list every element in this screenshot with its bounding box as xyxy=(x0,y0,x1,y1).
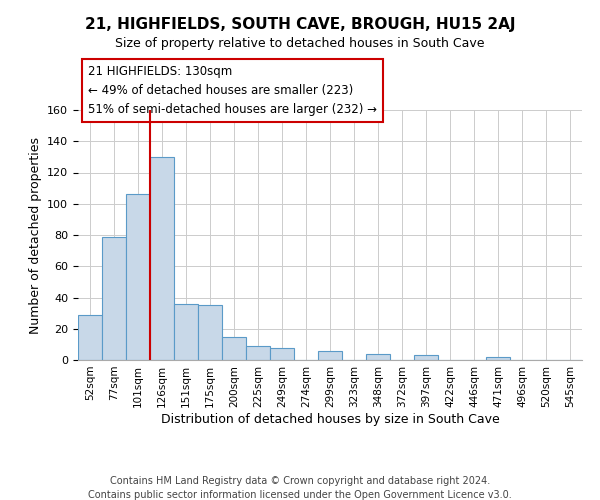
Bar xyxy=(198,306,222,360)
Bar xyxy=(222,336,246,360)
Bar xyxy=(126,194,150,360)
Bar xyxy=(150,157,174,360)
Bar xyxy=(486,357,510,360)
Text: Contains public sector information licensed under the Open Government Licence v3: Contains public sector information licen… xyxy=(88,490,512,500)
Bar xyxy=(270,348,294,360)
Text: Size of property relative to detached houses in South Cave: Size of property relative to detached ho… xyxy=(115,38,485,51)
Bar xyxy=(246,346,270,360)
Bar xyxy=(102,236,126,360)
Bar xyxy=(78,314,102,360)
Text: 21 HIGHFIELDS: 130sqm
← 49% of detached houses are smaller (223)
51% of semi-det: 21 HIGHFIELDS: 130sqm ← 49% of detached … xyxy=(88,65,377,116)
Bar xyxy=(366,354,390,360)
Text: 21, HIGHFIELDS, SOUTH CAVE, BROUGH, HU15 2AJ: 21, HIGHFIELDS, SOUTH CAVE, BROUGH, HU15… xyxy=(85,18,515,32)
X-axis label: Distribution of detached houses by size in South Cave: Distribution of detached houses by size … xyxy=(161,412,499,426)
Bar xyxy=(174,304,198,360)
Bar xyxy=(318,350,342,360)
Y-axis label: Number of detached properties: Number of detached properties xyxy=(29,136,41,334)
Text: Contains HM Land Registry data © Crown copyright and database right 2024.: Contains HM Land Registry data © Crown c… xyxy=(110,476,490,486)
Bar xyxy=(414,356,438,360)
